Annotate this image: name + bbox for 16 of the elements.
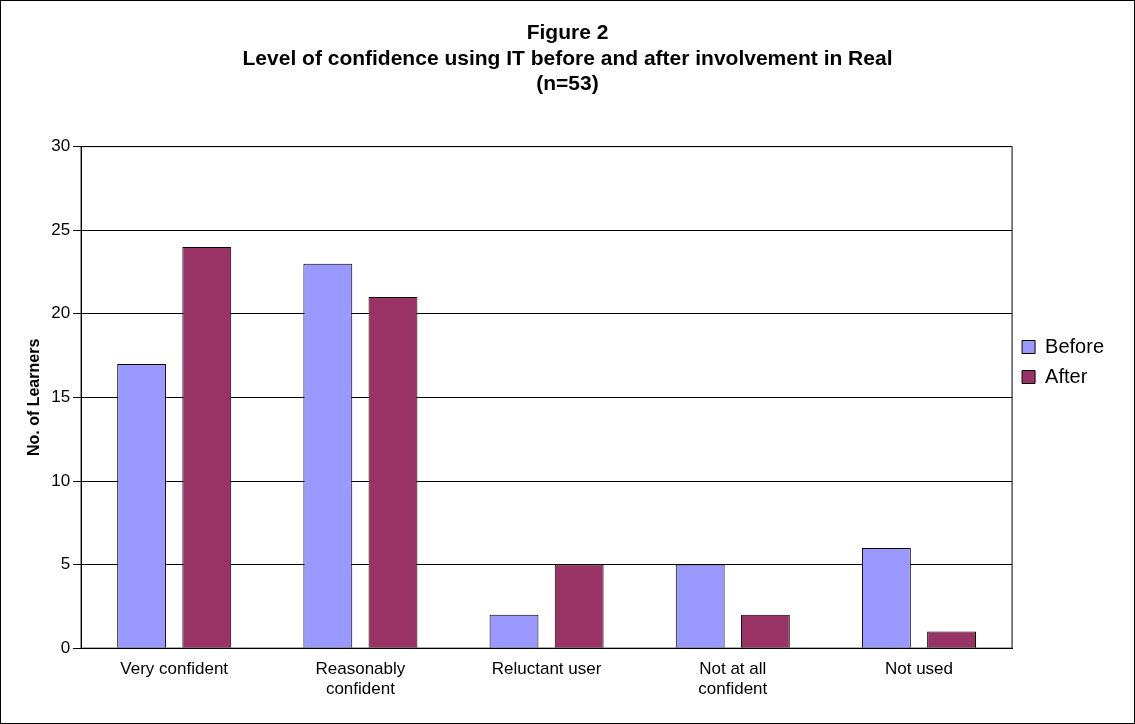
x-tick-label: Reluctant user: [491, 659, 602, 679]
y-tick-label: 5: [60, 554, 71, 574]
x-tick-label: Very confident: [120, 659, 229, 679]
chart-title: Figure 2 Level of confidence using IT before and after involvement in Real (n=53): [242, 20, 893, 94]
y-tick-label: 20: [51, 303, 71, 323]
x-tick-label: Reasonably confident: [315, 659, 406, 699]
y-tick-label: 15: [51, 387, 71, 407]
legend-label: After: [1045, 364, 1088, 387]
y-tick-label: 30: [51, 136, 71, 156]
y-tick-label: 25: [51, 219, 71, 239]
x-tick-label: Not used: [884, 659, 953, 679]
y-axis-title: No. of Learners: [25, 338, 43, 457]
legend-label: Before: [1045, 334, 1105, 357]
y-tick-label: 0: [60, 637, 71, 657]
x-tick-label: Not at all confident: [698, 659, 768, 699]
y-tick-label: 10: [51, 470, 71, 490]
